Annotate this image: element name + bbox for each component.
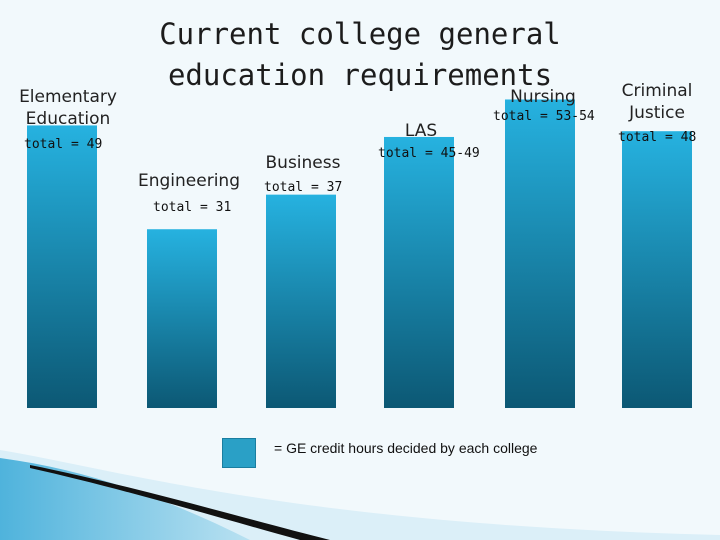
category-label: LAS [404, 121, 438, 141]
total-label: total = 37 [264, 180, 343, 195]
bar-elementary-education [27, 125, 97, 408]
category-label: Nursing [510, 87, 576, 107]
bar-business [266, 194, 336, 408]
total-label: total = 31 [153, 200, 232, 215]
category-label: Engineering [138, 171, 240, 191]
total-label: total = 48 [618, 130, 697, 145]
legend-text: = GE credit hours decided by each colleg… [274, 440, 538, 456]
total-label: total = 49 [24, 137, 103, 152]
bar-nursing [505, 99, 575, 408]
total-label: total = 45-49 [378, 146, 480, 161]
chart-title: Current college general education requir… [159, 17, 561, 92]
decorative-swoosh [0, 450, 720, 540]
category-label: Business [265, 153, 341, 173]
bar-las [384, 136, 454, 408]
bar-criminal-justice [622, 131, 692, 408]
category-label: Criminal Justice [621, 81, 693, 123]
bar-engineering [147, 229, 217, 408]
category-label: Elementary Education [19, 87, 117, 129]
legend-swatch [222, 438, 256, 468]
total-label: total = 53-54 [493, 109, 595, 124]
